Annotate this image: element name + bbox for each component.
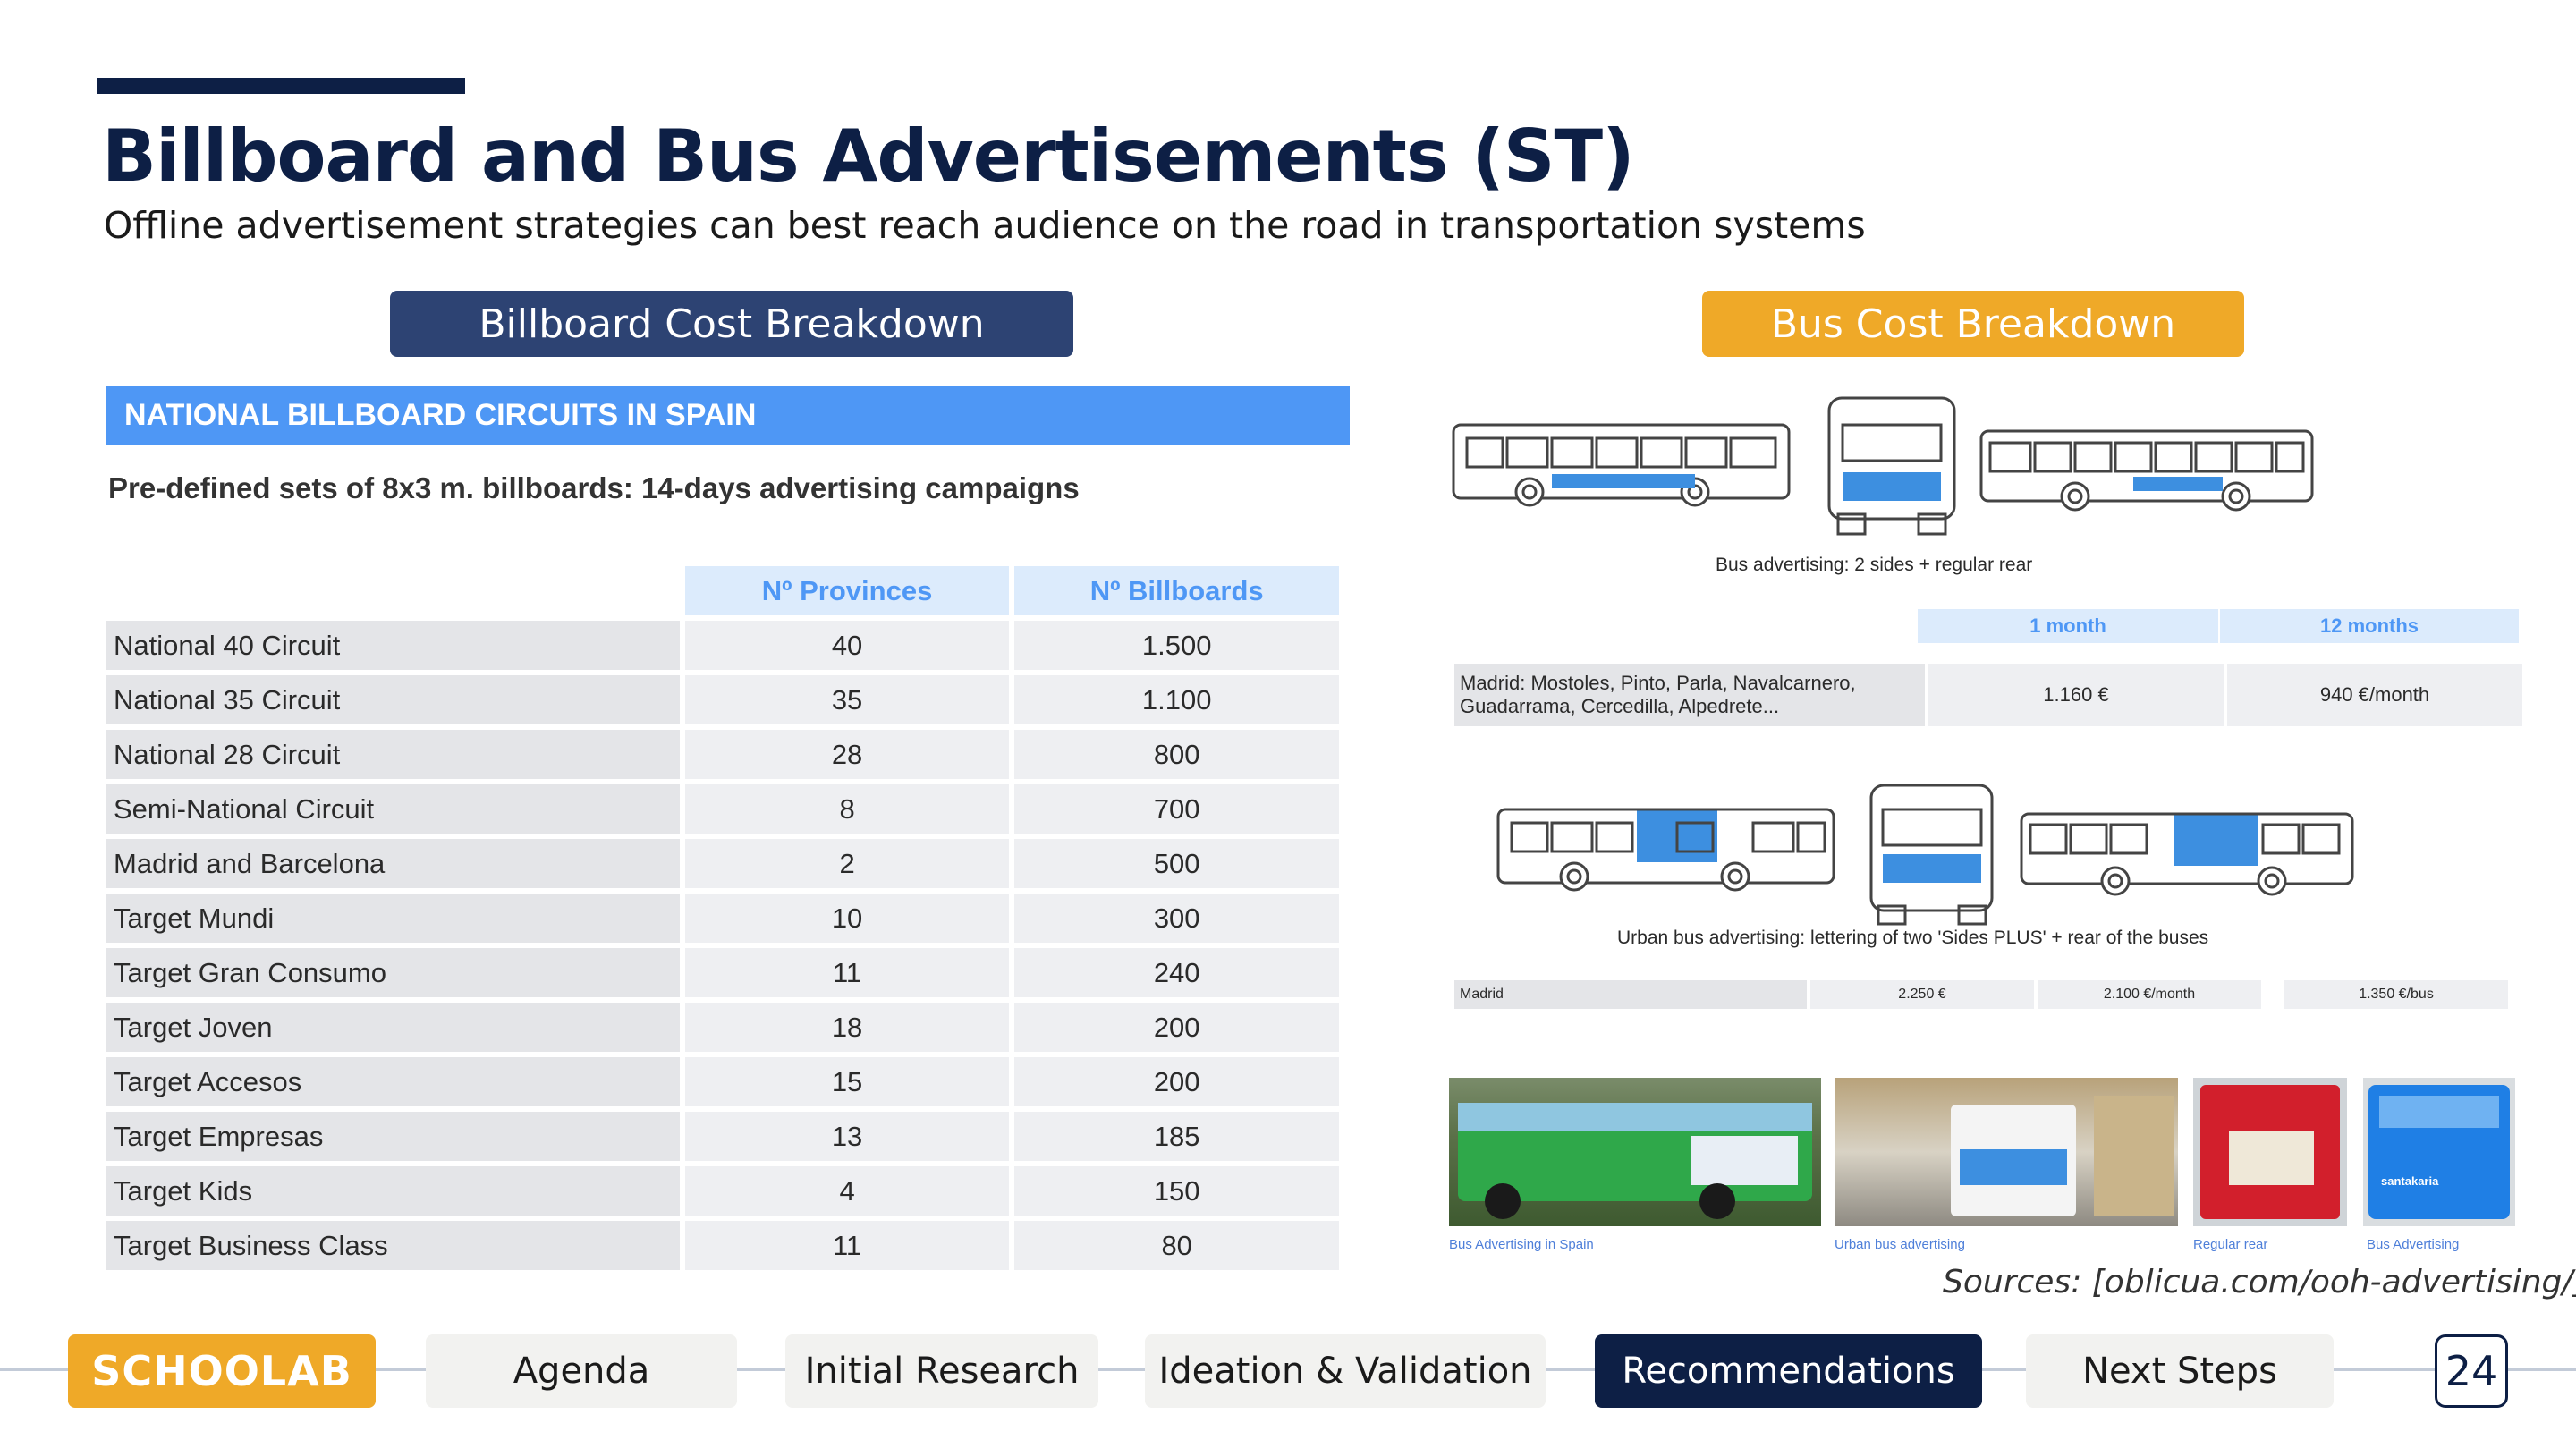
billboard-table: Nº Provinces Nº Billboards National 40 C… bbox=[101, 561, 1344, 1275]
billboards-value: 1.500 bbox=[1014, 621, 1339, 670]
circuit-name: Target Gran Consumo bbox=[106, 948, 680, 997]
provinces-column-header: Nº Provinces bbox=[684, 566, 1010, 615]
table-row: Target Empresas 13 185 bbox=[106, 1112, 1339, 1161]
provinces-value: 11 bbox=[684, 948, 1010, 997]
provinces-value: 35 bbox=[684, 675, 1010, 724]
billboards-value: 240 bbox=[1014, 948, 1339, 997]
table-row: National 28 Circuit 28 800 bbox=[106, 730, 1339, 779]
billboards-value: 500 bbox=[1014, 839, 1339, 888]
twelve-months-header: 12 months bbox=[2220, 609, 2519, 643]
urban-price-3: 1.350 €/bus bbox=[2284, 980, 2508, 1009]
page-title: Billboard and Bus Advertisements (ST) bbox=[102, 114, 1635, 198]
billboards-value: 80 bbox=[1014, 1221, 1339, 1270]
table-row: Target Mundi 10 300 bbox=[106, 894, 1339, 943]
provinces-value: 8 bbox=[684, 784, 1010, 834]
circuit-name: Madrid and Barcelona bbox=[106, 839, 680, 888]
billboard-table-header: NATIONAL BILLBOARD CIRCUITS IN SPAIN bbox=[106, 386, 1350, 445]
madrid-label-cell: Madrid bbox=[1454, 980, 1807, 1009]
provinces-value: 18 bbox=[684, 1003, 1010, 1052]
circuit-name: National 28 Circuit bbox=[106, 730, 680, 779]
circuit-name: Target Accesos bbox=[106, 1057, 680, 1106]
title-accent-bar bbox=[97, 78, 465, 94]
photo-blue-bus: santakaria bbox=[2363, 1078, 2515, 1226]
nav-next-steps[interactable]: Next Steps bbox=[2026, 1334, 2334, 1408]
circuit-name: Target Joven bbox=[106, 1003, 680, 1052]
circuit-name: Target Business Class bbox=[106, 1221, 680, 1270]
billboard-section-label: Billboard Cost Breakdown bbox=[390, 291, 1073, 357]
photo-caption-3: Regular rear bbox=[2193, 1237, 2268, 1252]
table-row: Target Gran Consumo 11 240 bbox=[106, 948, 1339, 997]
circuit-name: National 35 Circuit bbox=[106, 675, 680, 724]
circuit-name: Semi-National Circuit bbox=[106, 784, 680, 834]
page-number: 24 bbox=[2435, 1334, 2508, 1408]
madrid-region-cell: Madrid: Mostoles, Pinto, Parla, Navalcar… bbox=[1454, 664, 1925, 726]
photo-red-bus-rear bbox=[2193, 1078, 2347, 1226]
nav-agenda[interactable]: Agenda bbox=[426, 1334, 737, 1408]
table-row: Target Joven 18 200 bbox=[106, 1003, 1339, 1052]
billboard-description: Pre-defined sets of 8x3 m. billboards: 1… bbox=[108, 471, 1080, 504]
billboards-value: 200 bbox=[1014, 1057, 1339, 1106]
circuit-name: Target Mundi bbox=[106, 894, 680, 943]
bus-diagram-regular bbox=[1452, 396, 2314, 536]
provinces-value: 2 bbox=[684, 839, 1010, 888]
bus-caption-regular: Bus advertising: 2 sides + regular rear bbox=[1716, 555, 2033, 575]
urban-price-1: 2.250 € bbox=[1810, 980, 2034, 1009]
nav-ideation-validation[interactable]: Ideation & Validation bbox=[1145, 1334, 1546, 1408]
nav-recommendations[interactable]: Recommendations bbox=[1595, 1334, 1982, 1408]
region-line-1: Madrid: Mostoles, Pinto, Parla, Navalcar… bbox=[1460, 672, 1856, 694]
photo-urban-bus bbox=[1835, 1078, 2178, 1226]
bus-caption-urban: Urban bus advertising: lettering of two … bbox=[1617, 928, 2209, 948]
circuit-name: Target Kids bbox=[106, 1166, 680, 1216]
billboards-value: 200 bbox=[1014, 1003, 1339, 1052]
billboards-value: 185 bbox=[1014, 1112, 1339, 1161]
billboards-value: 1.100 bbox=[1014, 675, 1339, 724]
page-subtitle: Offline advertisement strategies can bes… bbox=[104, 204, 1866, 247]
table-row: National 40 Circuit 40 1.500 bbox=[106, 621, 1339, 670]
table-row: Madrid and Barcelona 2 500 bbox=[106, 839, 1339, 888]
bus-section-label: Bus Cost Breakdown bbox=[1702, 291, 2244, 357]
provinces-value: 40 bbox=[684, 621, 1010, 670]
photo-green-bus bbox=[1449, 1078, 1821, 1226]
provinces-value: 15 bbox=[684, 1057, 1010, 1106]
billboards-column-header: Nº Billboards bbox=[1014, 566, 1339, 615]
circuit-name: Target Empresas bbox=[106, 1112, 680, 1161]
provinces-value: 4 bbox=[684, 1166, 1010, 1216]
billboards-value: 150 bbox=[1014, 1166, 1339, 1216]
table-row: Target Accesos 15 200 bbox=[106, 1057, 1339, 1106]
santakaria-text: santakaria bbox=[2381, 1174, 2439, 1188]
blank-header-cell bbox=[106, 566, 680, 615]
photo-caption-1: Bus Advertising in Spain bbox=[1449, 1237, 1594, 1252]
photo-caption-4: Bus Advertising bbox=[2367, 1237, 2460, 1252]
billboards-value: 300 bbox=[1014, 894, 1339, 943]
schoolab-logo: SCHOOLAB bbox=[68, 1334, 376, 1408]
table-row: Target Business Class 11 80 bbox=[106, 1221, 1339, 1270]
one-month-price: 1.160 € bbox=[1928, 664, 2224, 726]
provinces-value: 28 bbox=[684, 730, 1010, 779]
billboards-value: 800 bbox=[1014, 730, 1339, 779]
table-header-row: Nº Provinces Nº Billboards bbox=[106, 566, 1339, 615]
provinces-value: 11 bbox=[684, 1221, 1010, 1270]
bus-diagram-urban bbox=[1496, 784, 2354, 926]
photo-caption-2: Urban bus advertising bbox=[1835, 1237, 1965, 1252]
urban-price-2: 2.100 €/month bbox=[2038, 980, 2261, 1009]
region-line-2: Guadarrama, Cercedilla, Alpedrete... bbox=[1460, 695, 1780, 717]
provinces-value: 13 bbox=[684, 1112, 1010, 1161]
table-row: Semi-National Circuit 8 700 bbox=[106, 784, 1339, 834]
table-row: Target Kids 4 150 bbox=[106, 1166, 1339, 1216]
sources-note: Sources: [oblicua.com/ooh-advertising/] bbox=[1943, 1264, 2576, 1300]
nav-initial-research[interactable]: Initial Research bbox=[785, 1334, 1098, 1408]
one-month-header: 1 month bbox=[1918, 609, 2218, 643]
provinces-value: 10 bbox=[684, 894, 1010, 943]
billboards-value: 700 bbox=[1014, 784, 1339, 834]
table-row: National 35 Circuit 35 1.100 bbox=[106, 675, 1339, 724]
circuit-name: National 40 Circuit bbox=[106, 621, 680, 670]
twelve-months-price: 940 €/month bbox=[2227, 664, 2522, 726]
